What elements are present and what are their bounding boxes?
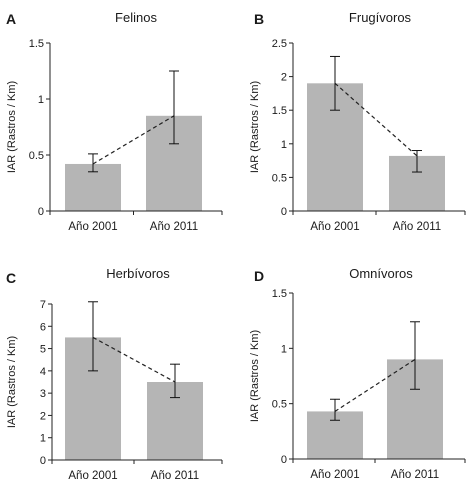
y-axis-label: IAR (Rastros / Km) [249, 330, 261, 422]
x-tick-label: Año 2001 [68, 221, 117, 233]
y-tick-label: 0 [281, 454, 287, 466]
y-tick-label: 1 [40, 433, 46, 445]
y-tick-label: 2 [281, 72, 287, 84]
panel-title: Herbívoros [106, 266, 170, 281]
y-tick-label: 1 [38, 94, 44, 106]
panel-letter: A [6, 11, 16, 27]
y-tick-label: 1.5 [29, 38, 44, 50]
y-axis-label: IAR (Rastros / Km) [6, 81, 18, 173]
chart-panel-b: B Frugívoros IAR (Rastros / Km) 0 0.5 1 1.5 2 2.… [249, 10, 466, 233]
x-tick-label: Año 2011 [150, 221, 198, 233]
x-tick-label: Año 2011 [391, 469, 439, 481]
y-tick-label: 1.5 [272, 105, 287, 117]
y-axis-label: IAR (Rastros / Km) [6, 336, 18, 428]
x-tick-label: Año 2001 [310, 221, 359, 233]
y-tick-label: 3 [40, 388, 46, 400]
y-tick-label: 1 [281, 139, 287, 151]
y-axis-label: IAR (Rastros / Km) [249, 81, 261, 173]
y-tick-label: 7 [40, 299, 46, 311]
error-bar-2011 [170, 363, 180, 399]
chart-panel-d: D Omnívoros IAR (Rastros / Km) 0 0.5 1 1.5 Año … [249, 266, 466, 481]
y-tick-label: 6 [40, 321, 46, 333]
error-bar-2001 [330, 398, 340, 421]
y-tick-label: 1 [281, 343, 287, 355]
panel-letter: B [254, 11, 264, 27]
chart-panel-a: A Felinos IAR (Rastros / Km) 0 0.5 1 1.5 Año 20… [6, 10, 223, 233]
chart-panel-c: C Herbívoros IAR (Rastros / Km) 0 1 2 3 4 5 6 7 Año… [6, 266, 223, 482]
trend-line [334, 82, 418, 157]
error-bar-2001 [88, 301, 98, 372]
y-tick-label: 0.5 [29, 150, 44, 162]
y-tick-label: 2.5 [272, 38, 287, 50]
panel-title: Felinos [115, 10, 157, 25]
panel-title: Frugívoros [349, 10, 412, 25]
x-tick-label: Año 2011 [393, 221, 441, 233]
y-tick-label: 5 [40, 344, 46, 356]
y-tick-label: 0 [40, 455, 46, 467]
error-bar-2011 [410, 321, 420, 390]
trend-line [334, 358, 416, 412]
y-tick-label: 4 [40, 366, 46, 378]
panel-title: Omnívoros [349, 266, 413, 281]
y-tick-label: 0.5 [272, 399, 287, 411]
error-bar-2001 [330, 55, 340, 111]
y-tick-label: 1.5 [272, 288, 287, 300]
trend-line [92, 115, 175, 165]
y-tick-label: 0 [38, 206, 44, 218]
x-tick-label: Año 2001 [68, 470, 117, 482]
trend-line [92, 336, 176, 383]
error-bar-2011 [412, 150, 422, 173]
panel-letter: C [6, 270, 16, 286]
y-tick-label: 0.5 [272, 172, 287, 184]
y-tick-label: 2 [40, 410, 46, 422]
error-bar-2001 [88, 153, 98, 173]
x-tick-label: Año 2001 [310, 469, 359, 481]
panel-letter: D [254, 268, 264, 284]
x-tick-label: Año 2011 [151, 470, 199, 482]
y-tick-label: 0 [281, 206, 287, 218]
error-bar-2011 [169, 70, 179, 145]
